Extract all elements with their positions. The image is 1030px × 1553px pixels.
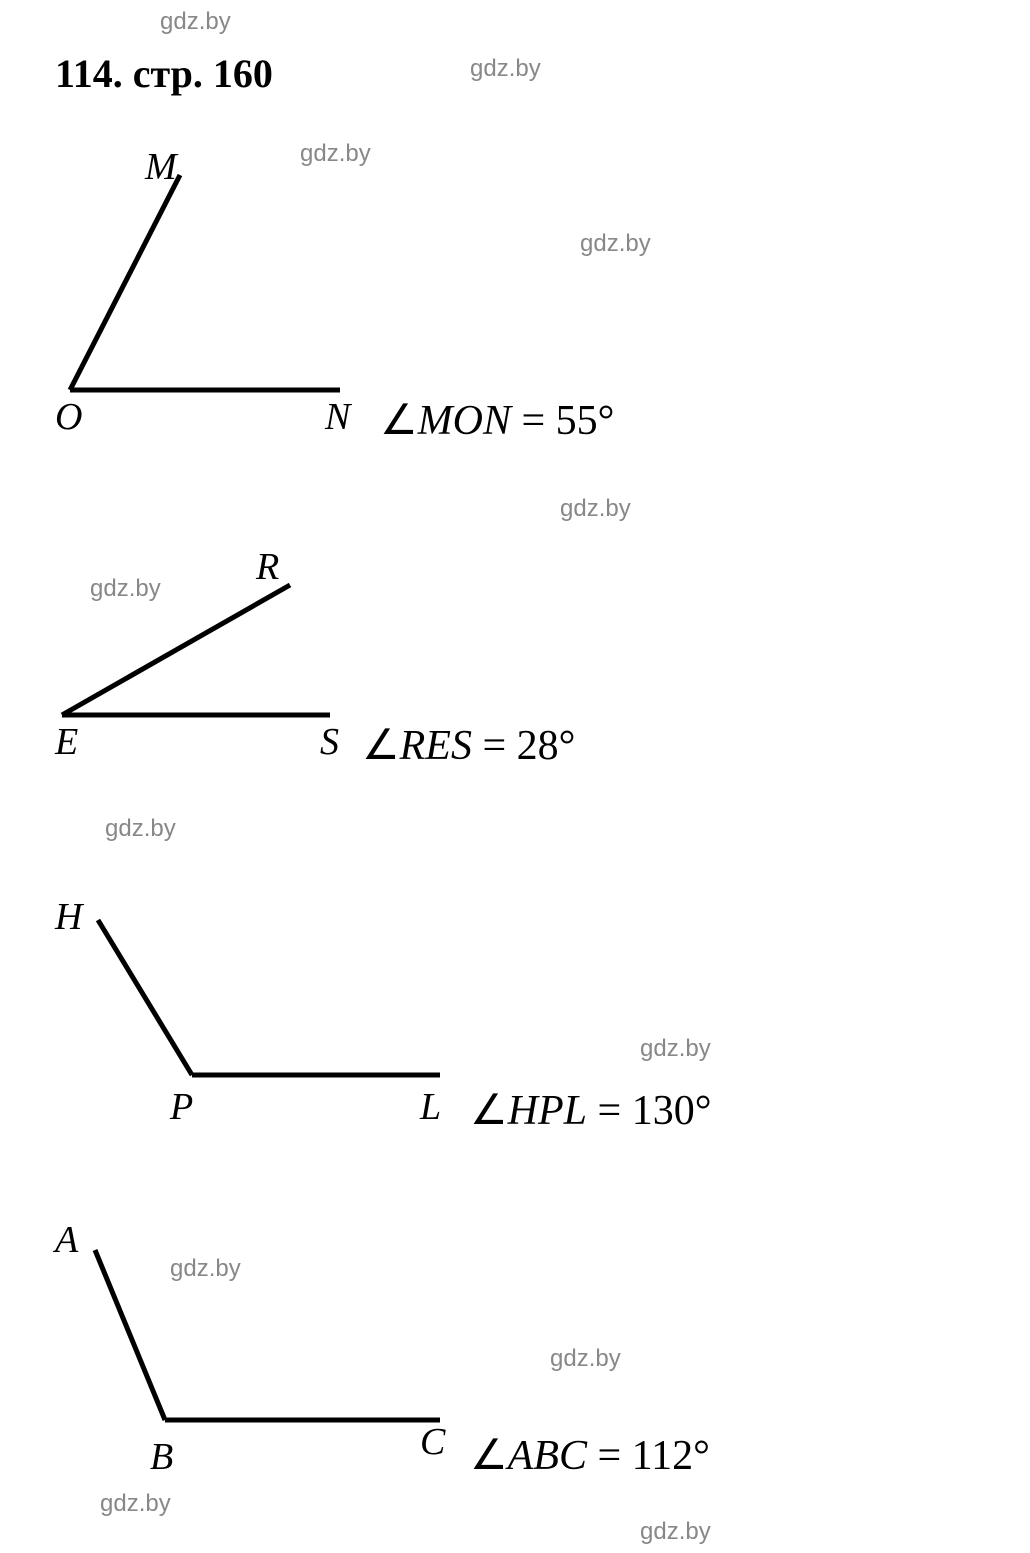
point-label-o: O xyxy=(55,395,82,439)
watermark: gdz.by xyxy=(550,1345,621,1373)
point-label-b: B xyxy=(150,1435,173,1479)
watermark: gdz.by xyxy=(160,8,231,36)
point-label-s: S xyxy=(320,720,339,764)
watermark: gdz.by xyxy=(90,575,161,603)
point-label-a: A xyxy=(55,1218,78,1262)
point-label-h: H xyxy=(55,895,82,939)
angle-measure-res: ∠RES = 28° xyxy=(362,720,575,770)
page-title: 114. стр. 160 xyxy=(55,50,273,97)
point-label-l: L xyxy=(420,1085,441,1129)
watermark: gdz.by xyxy=(640,1035,711,1063)
point-label-m: M xyxy=(145,145,177,189)
watermark: gdz.by xyxy=(560,495,631,523)
angle-hpl-diagram xyxy=(0,0,1030,1553)
watermark: gdz.by xyxy=(100,1490,171,1518)
point-label-e: E xyxy=(55,720,78,764)
angle-mon-diagram xyxy=(0,0,1030,1553)
point-label-p: P xyxy=(170,1085,193,1129)
watermark: gdz.by xyxy=(640,1518,711,1546)
angle-measure-hpl: ∠HPL = 130° xyxy=(470,1085,712,1135)
point-label-n: N xyxy=(325,395,350,439)
point-label-c: C xyxy=(420,1420,445,1464)
angle-measure-abc: ∠ABC = 112° xyxy=(470,1430,710,1480)
point-label-r: R xyxy=(256,545,279,589)
angle-res-diagram xyxy=(0,0,1030,1553)
watermark: gdz.by xyxy=(580,230,651,258)
watermark: gdz.by xyxy=(470,55,541,83)
angle-abc-diagram xyxy=(0,0,1030,1553)
angle-measure-mon: ∠MON = 55° xyxy=(380,395,614,445)
watermark: gdz.by xyxy=(170,1255,241,1283)
watermark: gdz.by xyxy=(300,140,371,168)
watermark: gdz.by xyxy=(105,815,176,843)
